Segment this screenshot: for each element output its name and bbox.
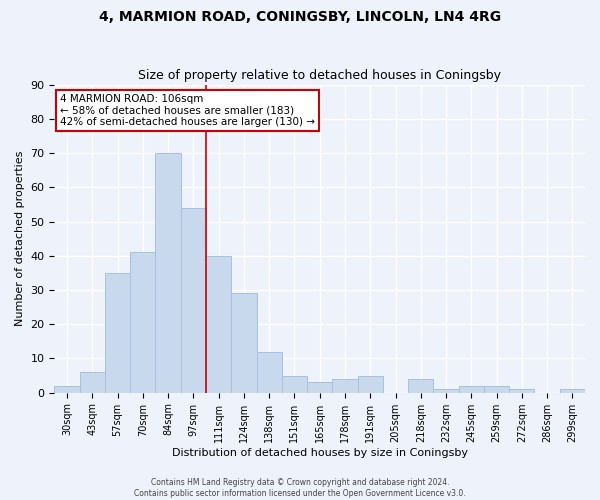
Bar — [130, 252, 155, 392]
Bar — [408, 379, 433, 392]
Text: Contains HM Land Registry data © Crown copyright and database right 2024.
Contai: Contains HM Land Registry data © Crown c… — [134, 478, 466, 498]
Bar — [560, 390, 585, 392]
Bar — [257, 352, 282, 393]
Bar — [332, 379, 358, 392]
Y-axis label: Number of detached properties: Number of detached properties — [15, 151, 25, 326]
Title: Size of property relative to detached houses in Coningsby: Size of property relative to detached ho… — [138, 69, 501, 82]
Text: 4, MARMION ROAD, CONINGSBY, LINCOLN, LN4 4RG: 4, MARMION ROAD, CONINGSBY, LINCOLN, LN4… — [99, 10, 501, 24]
Bar — [358, 376, 383, 392]
Bar — [80, 372, 105, 392]
Bar — [484, 386, 509, 392]
Bar — [231, 294, 257, 392]
Text: 4 MARMION ROAD: 106sqm
← 58% of detached houses are smaller (183)
42% of semi-de: 4 MARMION ROAD: 106sqm ← 58% of detached… — [60, 94, 315, 127]
Bar — [55, 386, 80, 392]
Bar — [509, 390, 535, 392]
Bar — [307, 382, 332, 392]
Bar — [433, 390, 458, 392]
Bar — [155, 153, 181, 392]
Bar — [105, 273, 130, 392]
Bar — [458, 386, 484, 392]
Bar — [206, 256, 231, 392]
Bar — [282, 376, 307, 392]
X-axis label: Distribution of detached houses by size in Coningsby: Distribution of detached houses by size … — [172, 448, 468, 458]
Bar — [181, 208, 206, 392]
